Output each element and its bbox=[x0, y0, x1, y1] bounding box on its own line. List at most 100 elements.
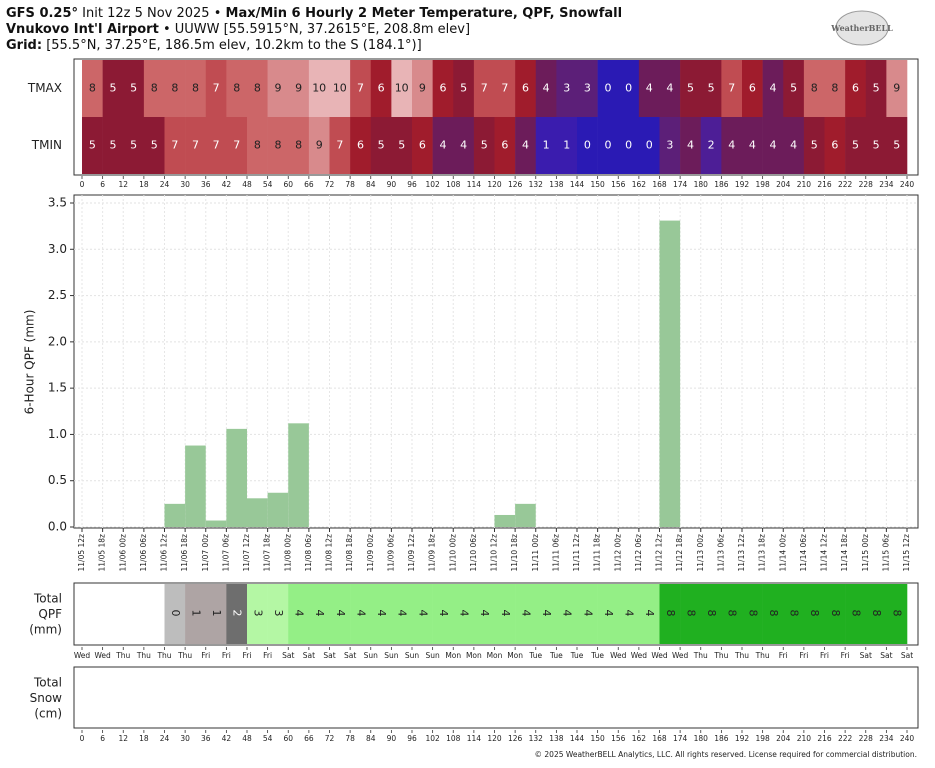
temp-label: 5 bbox=[151, 139, 158, 152]
temp-label: 6 bbox=[378, 82, 385, 95]
x-tick-label: 126 bbox=[508, 734, 523, 743]
x-tick-label: 204 bbox=[776, 734, 791, 743]
temp-label: 8 bbox=[811, 82, 818, 95]
x-tick-label: 240 bbox=[900, 734, 915, 743]
x-tick-label: 11/06 06z bbox=[139, 534, 148, 572]
x-tick-label: Sun bbox=[364, 651, 379, 660]
x-tick-label: 180 bbox=[694, 180, 709, 189]
x-tick-label: Thu bbox=[177, 651, 192, 660]
temp-cell bbox=[185, 60, 207, 117]
temp-cell bbox=[845, 60, 867, 117]
x-tick-label: 60 bbox=[283, 734, 293, 743]
temp-cell bbox=[742, 117, 763, 174]
total-cell bbox=[556, 584, 578, 644]
total-cell bbox=[329, 584, 351, 644]
x-tick-label: Wed bbox=[94, 651, 111, 660]
total-label: 4 bbox=[313, 610, 326, 617]
total-label: 4 bbox=[437, 610, 450, 617]
x-tick-label: Thu bbox=[734, 651, 749, 660]
temp-cell bbox=[453, 117, 475, 174]
temp-label: 5 bbox=[130, 139, 137, 152]
x-tick-label: 72 bbox=[325, 734, 335, 743]
x-tick-label: 11/12 00z bbox=[613, 534, 622, 572]
temp-label: 8 bbox=[254, 82, 261, 95]
x-tick-label: 234 bbox=[879, 734, 894, 743]
temp-label: 7 bbox=[171, 139, 178, 152]
x-tick-label: 11/09 12z bbox=[407, 534, 416, 572]
total-label: 8 bbox=[849, 610, 862, 617]
temp-label: 4 bbox=[646, 82, 653, 95]
x-tick-label: 150 bbox=[590, 734, 605, 743]
header-line: Vnukovo Int'l Airport • UUWW [55.5915°N,… bbox=[6, 22, 470, 38]
total-cell bbox=[700, 584, 722, 644]
total-label: 4 bbox=[499, 610, 512, 617]
total-label: 8 bbox=[746, 610, 759, 617]
x-tick-label: 11/14 12z bbox=[820, 534, 829, 572]
temp-label: 3 bbox=[563, 82, 570, 95]
x-tick-label: 11/15 12z bbox=[902, 534, 911, 572]
temp-label: 0 bbox=[625, 82, 632, 95]
x-tick-label: 96 bbox=[407, 180, 417, 189]
x-tick-label: 0 bbox=[80, 180, 85, 189]
x-tick-label: 126 bbox=[508, 180, 523, 189]
bar bbox=[659, 220, 681, 528]
x-tick-label: Thu bbox=[693, 651, 708, 660]
bar bbox=[267, 492, 289, 527]
temp-label: 5 bbox=[873, 139, 880, 152]
temp-label: 4 bbox=[749, 139, 756, 152]
temp-label: 7 bbox=[481, 82, 488, 95]
temp-label: 7 bbox=[728, 82, 735, 95]
total-cell bbox=[267, 584, 289, 644]
temp-cell bbox=[123, 60, 145, 117]
temp-label: 5 bbox=[398, 139, 405, 152]
copyright: © 2025 WeatherBELL Analytics, LLC. All r… bbox=[535, 750, 917, 759]
total-cell bbox=[659, 584, 681, 644]
x-tick-label: 36 bbox=[201, 734, 211, 743]
total-cell bbox=[783, 584, 805, 644]
strip-label: (cm) bbox=[34, 707, 62, 721]
temp-cell bbox=[638, 60, 660, 117]
x-tick-label: Sat bbox=[303, 651, 315, 660]
x-tick-label: 11/07 12z bbox=[242, 534, 251, 572]
x-tick-label: 11/08 18z bbox=[345, 534, 354, 572]
x-tick-label: 168 bbox=[652, 180, 667, 189]
temp-cell bbox=[762, 117, 784, 174]
total-label: 8 bbox=[829, 610, 842, 617]
bar bbox=[494, 514, 516, 527]
x-tick-label: 120 bbox=[487, 734, 502, 743]
temp-label: 1 bbox=[563, 139, 570, 152]
temp-cell bbox=[82, 117, 103, 174]
temp-cell bbox=[762, 60, 784, 117]
temp-cell bbox=[597, 60, 619, 117]
temp-cell bbox=[205, 117, 227, 174]
x-tick-label: 11/13 18z bbox=[758, 534, 767, 572]
x-tick-label: 84 bbox=[366, 734, 376, 743]
x-tick-label: 156 bbox=[611, 734, 626, 743]
x-tick-label: 30 bbox=[180, 734, 190, 743]
x-tick-label: 204 bbox=[776, 180, 791, 189]
temp-cell bbox=[370, 117, 392, 174]
temp-cell bbox=[618, 60, 640, 117]
x-tick-label: Wed bbox=[74, 651, 91, 660]
total-cell bbox=[288, 584, 310, 644]
temp-cell bbox=[577, 117, 598, 174]
x-tick-label: 24 bbox=[160, 734, 170, 743]
temp-cell bbox=[803, 60, 825, 117]
total-cell bbox=[618, 584, 640, 644]
temp-cell bbox=[123, 117, 145, 174]
x-tick-label: 11/11 06z bbox=[551, 534, 560, 572]
temp-cell bbox=[82, 60, 103, 117]
x-tick-label: 11/07 06z bbox=[221, 534, 230, 572]
temp-cell bbox=[783, 117, 805, 174]
total-label: 1 bbox=[189, 610, 202, 617]
bar bbox=[515, 503, 536, 527]
x-tick-label: 102 bbox=[425, 180, 440, 189]
x-tick-label: 84 bbox=[366, 180, 376, 189]
temp-cell bbox=[535, 60, 557, 117]
temp-label: 8 bbox=[254, 139, 261, 152]
total-cell bbox=[577, 584, 598, 644]
x-tick-label: 11/11 12z bbox=[572, 534, 581, 572]
temp-label: 6 bbox=[852, 82, 859, 95]
strip-label: Total bbox=[33, 592, 62, 606]
x-tick-label: Fri bbox=[222, 651, 231, 660]
